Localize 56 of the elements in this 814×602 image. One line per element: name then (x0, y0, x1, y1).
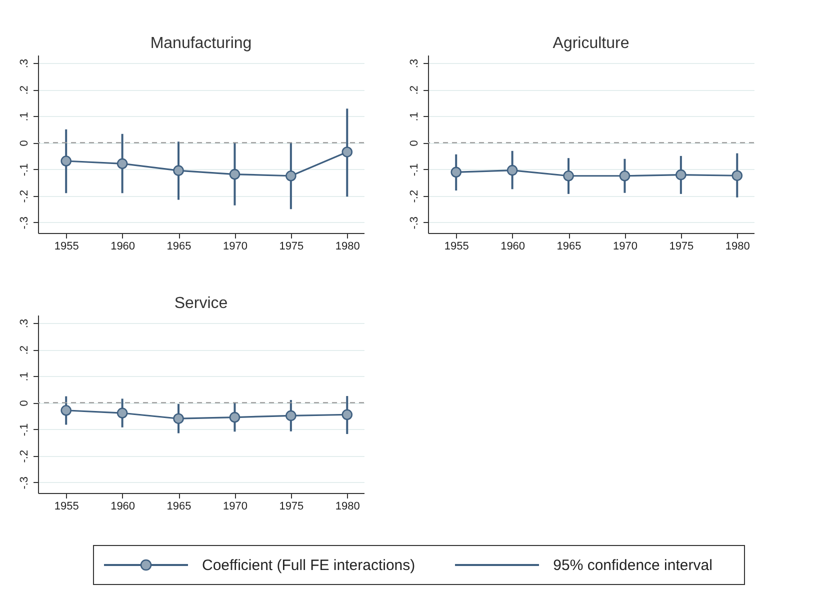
x-tick-label: 1960 (500, 240, 526, 252)
x-tick-label: 1965 (166, 500, 192, 512)
y-tick-label: .1 (18, 372, 30, 382)
y-tick-label: -.3 (408, 216, 420, 230)
y-tick-label: -.2 (18, 190, 30, 203)
x-tick-label: 1980 (725, 240, 750, 252)
point (229, 412, 240, 423)
y-tick-label: -.3 (18, 476, 30, 490)
y-tick-label: .2 (18, 85, 30, 95)
point (173, 165, 184, 176)
x-tick-label: 1970 (612, 240, 638, 252)
y-tick-label: .1 (18, 112, 30, 122)
x-tick-label: 1960 (110, 240, 136, 252)
x-tick-label: 1960 (110, 500, 136, 512)
chart-title: Service (174, 295, 228, 312)
y-tick-label: .3 (18, 318, 30, 328)
text: 95% confidence interval (553, 556, 712, 574)
chart-title: Agriculture (552, 35, 630, 52)
y-tick-label: 0 (18, 140, 30, 146)
y-tick-label: -.1 (18, 163, 30, 176)
x-tick-label: 1970 (222, 500, 248, 512)
point (60, 404, 72, 416)
y-tick-label: -.1 (408, 163, 420, 176)
y-tick-label: -.3 (18, 216, 30, 230)
y-tick-label: 0 (408, 140, 420, 146)
point (60, 156, 72, 166)
y-tick-label: .1 (408, 112, 420, 122)
point (286, 410, 296, 422)
point (286, 170, 296, 182)
y-tick-label: .2 (408, 85, 420, 95)
point (342, 146, 353, 158)
y-tick-label: -.2 (18, 450, 30, 463)
y-tick-label: .2 (18, 345, 30, 355)
point (116, 158, 128, 170)
chart-title: Manufacturing (150, 35, 252, 52)
x-tick-label: 1975 (669, 240, 694, 252)
x-tick-label: 1965 (166, 240, 192, 252)
text: Coefficient (Full FE interactions) (202, 556, 416, 574)
point (229, 168, 240, 180)
x-tick-label: 1955 (54, 240, 79, 252)
x-tick-label: 1955 (444, 240, 469, 252)
x-tick-label: 1975 (279, 240, 304, 252)
point (173, 413, 184, 424)
y-tick-label: -.2 (408, 190, 420, 203)
x-tick-label: 1975 (279, 500, 304, 512)
x-tick-label: 1955 (54, 500, 79, 512)
y-tick-label: .3 (408, 58, 420, 68)
x-tick-label: 1970 (222, 240, 248, 252)
point (116, 408, 128, 418)
point (342, 409, 353, 420)
y-tick-label: -.1 (18, 423, 30, 436)
y-tick-label: .3 (18, 58, 30, 68)
y-tick-label: 0 (18, 400, 30, 406)
x-tick-label: 1965 (556, 240, 582, 252)
x-tick-label: 1980 (335, 240, 360, 252)
x-tick-label: 1980 (335, 500, 360, 512)
